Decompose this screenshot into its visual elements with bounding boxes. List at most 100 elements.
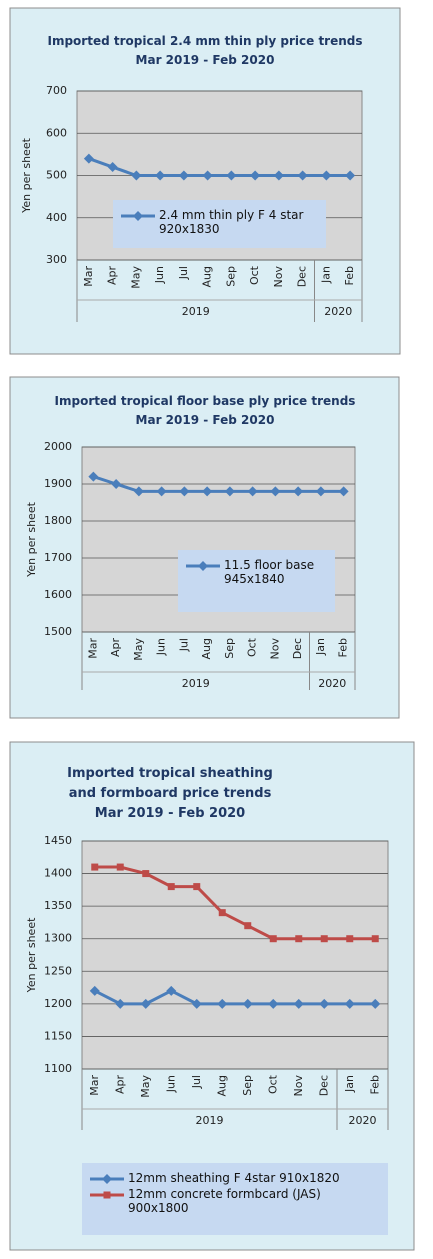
x-tick-label: Apr [106,266,119,286]
data-point [319,998,330,1009]
x-tick-label: Sep [224,266,237,287]
x-group-label: 2019 [182,305,210,318]
y-tick-label: 1600 [44,588,72,601]
title-block: Imported tropical sheathing and formboar… [60,764,280,824]
x-tick-label: Apr [109,638,122,658]
data-point [155,170,166,181]
y-tick-label: 1800 [44,514,72,527]
legend-label: 12mm sheathing F 4star 910x1820 [128,1171,340,1185]
x-tick-label: Nov [268,638,281,660]
data-point [250,170,261,181]
data-point [191,998,202,1009]
chart-title: Imported tropical floor base ply price t… [54,394,356,408]
x-tick-label: Feb [343,266,356,285]
y-tick-label: 1200 [44,997,72,1010]
legend-entry: 12mm concrete formbcard (JAS) 900x1800 [90,1187,380,1215]
x-tick-label: Sep [241,1075,254,1096]
data-point [218,909,226,917]
data-point [295,935,303,943]
data-point [224,486,235,497]
title-block: Imported tropical 2.4 mm thin ply price … [40,32,370,70]
x-tick-label: Sep [223,638,236,659]
x-tick-label: Mar [88,1075,101,1096]
legend-label: 2.4 mm thin ply F 4 star 920x1830 [159,208,304,236]
data-point [226,170,237,181]
x-tick-label: Nov [292,1075,305,1097]
legend-swatch [186,561,220,571]
data-point [102,1174,112,1184]
x-tick-label: May [129,266,142,289]
data-point [202,486,213,497]
x-group-label: 2020 [324,305,352,318]
x-tick-label: Apr [113,1075,126,1095]
data-point [89,985,100,996]
y-tick-label: 1250 [44,964,72,977]
y-tick-label: 600 [46,126,67,139]
legend-entry: 11.5 floor base 945x1840 [186,558,327,586]
data-point [142,870,150,878]
plot-area [81,840,389,1070]
y-tick-label: 1450 [44,834,72,847]
data-point [133,211,143,221]
chart-title: Imported tropical sheathing and formboar… [67,766,273,801]
data-point [133,486,144,497]
chart-subtitle: Mar 2019 - Feb 2020 [135,53,275,67]
data-point [107,162,118,173]
x-tick-label: Mar [86,638,99,659]
data-point [315,486,326,497]
x-tick-label: Jun [164,1075,177,1093]
y-axis-label: Yen per sheet [20,137,33,214]
x-tick-label: Aug [215,1075,228,1096]
x-tick-label: Oct [266,1074,279,1094]
y-tick-label: 300 [46,253,67,266]
data-point [244,922,252,930]
data-point [111,479,122,489]
data-point [270,486,281,497]
data-point [140,998,151,1009]
x-tick-label: Oct [246,637,259,657]
x-tick-label: Dec [317,1075,330,1096]
data-point [202,170,213,181]
y-tick-label: 1350 [44,899,72,912]
data-point [320,935,328,943]
data-point [217,998,228,1009]
y-tick-label: 1900 [44,477,72,490]
legend-swatch [90,1191,124,1199]
y-axis-label: Yen per sheet [25,917,38,994]
data-point [273,170,284,181]
x-tick-label: May [139,1075,152,1098]
x-tick-label: Oct [248,265,261,285]
y-tick-label: 700 [46,84,67,97]
data-point [116,863,124,871]
data-point [247,486,258,497]
data-point [293,486,304,497]
data-point [371,935,379,943]
x-tick-label: Feb [337,638,350,657]
x-tick-label: Jul [177,638,190,652]
data-point [156,486,167,497]
data-point [268,998,279,1009]
data-point [370,998,381,1009]
x-tick-label: Mar [82,266,95,287]
data-point [115,998,126,1009]
y-tick-label: 1700 [44,551,72,564]
legend-entry: 12mm sheathing F 4star 910x1820 [90,1171,380,1185]
x-tick-label: Jun [155,638,168,656]
data-point [344,998,355,1009]
legend: 12mm sheathing F 4star 910x1820 12mm conc… [82,1163,388,1235]
data-point [167,883,175,891]
y-tick-label: 2000 [44,440,72,453]
x-tick-label: Jul [177,266,190,280]
legend-label: 12mm concrete formbcard (JAS) 900x1800 [128,1187,321,1215]
x-tick-label: Jan [343,1075,356,1093]
legend: 11.5 floor base 945x1840 [178,550,335,612]
data-point [297,170,308,181]
data-point [131,170,142,181]
y-tick-label: 1500 [44,625,72,638]
y-tick-label: 400 [46,211,67,224]
x-tick-label: Dec [296,266,309,287]
y-tick-label: 1150 [44,1029,72,1042]
data-point [293,998,304,1009]
x-group-label: 2019 [196,1114,224,1127]
x-group-label: 2020 [349,1114,377,1127]
